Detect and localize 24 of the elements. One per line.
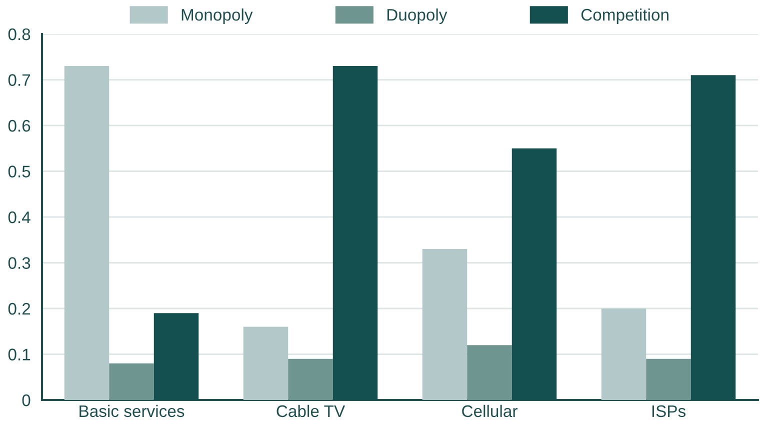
y-tick-label: 0.7 [8, 74, 30, 86]
x-tick-label: Basic services [80, 404, 184, 418]
y-tick-label: 0.6 [8, 120, 30, 132]
bar [243, 326, 288, 400]
bar [64, 66, 110, 400]
legend-label: Monopoly [182, 8, 253, 24]
bar [288, 358, 333, 400]
legend-label: Competition [581, 8, 668, 24]
x-tick-label: ISPs [652, 405, 686, 418]
y-tick-label: 0 [22, 394, 30, 406]
y-tick-label: 0.3 [8, 257, 30, 269]
x-tick-label: Cable TV [276, 404, 346, 418]
bar [646, 358, 691, 400]
y-tick-label: 0.1 [8, 348, 30, 360]
y-tick-label: 0.5 [8, 166, 30, 178]
bar [601, 308, 646, 400]
y-tick-label: 0.4 [8, 211, 30, 224]
bar [422, 249, 468, 400]
y-tick-label: 0.2 [8, 302, 30, 315]
legend-label: Duopoly [387, 8, 448, 24]
y-tick-label: 0.8 [8, 28, 30, 40]
bar [109, 363, 154, 400]
bar [467, 345, 512, 400]
x-tick-label: Cellular [462, 404, 518, 418]
